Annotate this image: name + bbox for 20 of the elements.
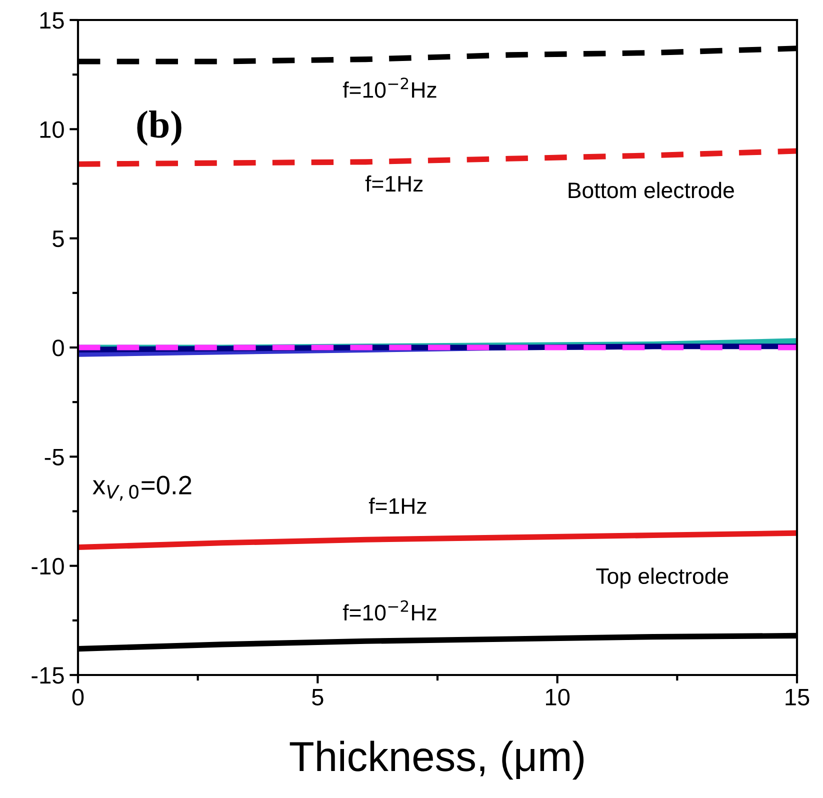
- annotation: Bottom electrode: [568, 182, 734, 198]
- annotation: f=10$^{−2}$Hz: [342, 600, 436, 621]
- annotation: f=1Hz: [365, 175, 423, 192]
- y-tick-label: 15: [40, 12, 64, 29]
- x-tick-label: 15: [786, 689, 810, 706]
- annotation: Top electrode: [596, 568, 728, 588]
- y-tick-label: 5: [52, 230, 64, 248]
- x-tick-label: 5: [312, 689, 324, 706]
- y-tick-label: -10: [32, 558, 64, 575]
- annotation: (b): [137, 110, 182, 146]
- annotation: x$_{V,0}$=0.2: [92, 476, 192, 501]
- y-tick-label: 0: [52, 340, 64, 356]
- y-tick-label: -15: [32, 667, 64, 684]
- annotation: f=10$^{−2}$Hz: [342, 78, 436, 98]
- y-tick-label: -5: [44, 448, 64, 466]
- x-tick-label: 10: [546, 688, 570, 706]
- x-tick-label: 0: [72, 688, 84, 706]
- annotation: f=1Hz: [368, 498, 426, 514]
- y-tick-label: 10: [40, 121, 64, 138]
- x-axis-title: Thickness, (μm): [290, 740, 584, 780]
